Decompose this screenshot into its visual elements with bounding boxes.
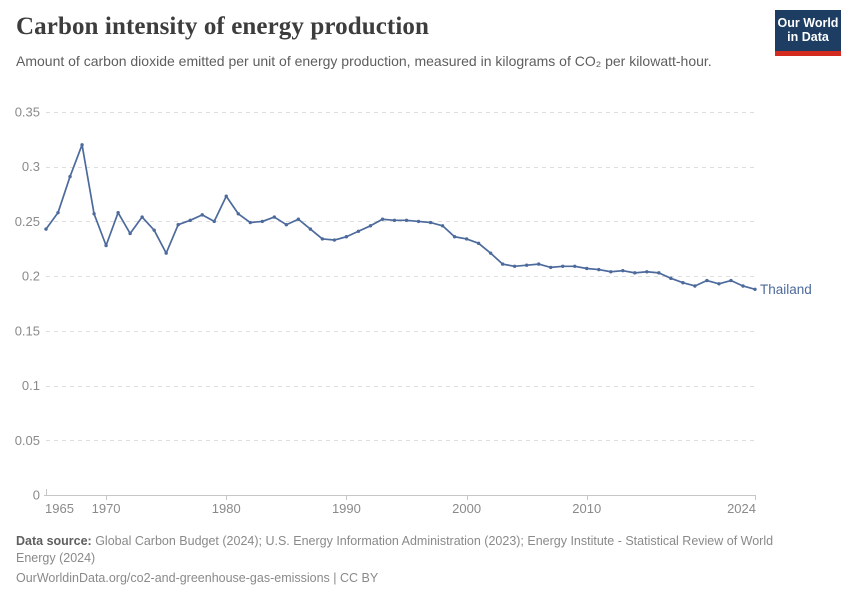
gridlines <box>44 112 755 496</box>
svg-text:0.05: 0.05 <box>15 433 40 448</box>
svg-text:1990: 1990 <box>332 501 361 516</box>
owid-logo: Our World in Data <box>775 10 841 56</box>
data-line[interactable] <box>45 143 756 291</box>
svg-text:0.3: 0.3 <box>22 159 40 174</box>
svg-text:0.15: 0.15 <box>15 323 40 338</box>
svg-text:2000: 2000 <box>452 501 481 516</box>
x-tick-labels: 1965 1970 1980 1990 2000 2010 2024 <box>45 501 756 516</box>
footer-link: OurWorldinData.org/co2-and-greenhouse-ga… <box>16 571 379 585</box>
svg-text:0.2: 0.2 <box>22 269 40 284</box>
series-end-label: Thailand <box>760 282 812 297</box>
data-source-line: Data source: Global Carbon Budget (2024)… <box>16 533 788 567</box>
axis-ticks <box>46 489 756 500</box>
data-points[interactable] <box>44 143 757 291</box>
data-source-label: Data source: <box>16 534 92 548</box>
svg-text:1965: 1965 <box>45 501 74 516</box>
svg-text:1980: 1980 <box>212 501 241 516</box>
page-title: Carbon intensity of energy production <box>16 13 429 40</box>
chart-subtitle: Amount of carbon dioxide emitted per uni… <box>16 53 712 69</box>
svg-text:1970: 1970 <box>92 501 121 516</box>
svg-text:0: 0 <box>33 488 40 503</box>
svg-text:0.35: 0.35 <box>15 105 40 120</box>
owid-logo-line1: Our World <box>777 16 839 30</box>
owid-logo-line2: in Data <box>787 30 829 44</box>
svg-text:0.1: 0.1 <box>22 378 40 393</box>
svg-text:2024: 2024 <box>727 501 756 516</box>
y-tick-labels: 0 0.05 0.1 0.15 0.2 0.25 0.3 0.35 <box>15 105 40 503</box>
svg-text:0.25: 0.25 <box>15 214 40 229</box>
data-source-text: Global Carbon Budget (2024); U.S. Energy… <box>16 534 774 565</box>
svg-text:2010: 2010 <box>572 501 601 516</box>
